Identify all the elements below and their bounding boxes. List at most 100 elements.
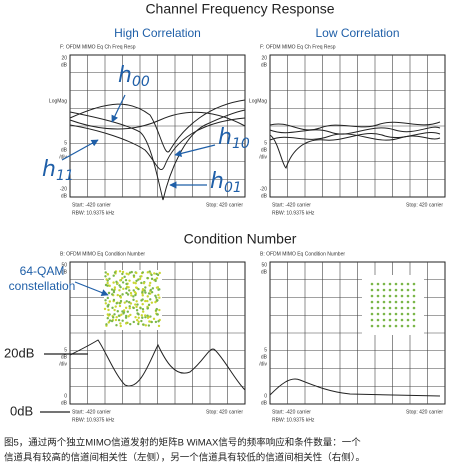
constellation-point	[151, 287, 155, 290]
constellation-point	[140, 281, 143, 285]
constellation-point	[157, 293, 160, 297]
constellation-point	[112, 281, 115, 284]
axis-label: LogMag	[49, 98, 67, 104]
constellation-point	[127, 286, 130, 289]
start-label: Start: -420 carrier	[72, 409, 111, 415]
constellation-point	[400, 324, 404, 328]
axis-label: 50	[61, 262, 67, 268]
constellation-point	[135, 305, 138, 309]
axis-label: -20	[260, 186, 267, 192]
constellation-point	[115, 280, 118, 284]
constellation-point	[155, 286, 159, 289]
constellation-point	[124, 322, 128, 325]
constellation-point	[157, 324, 161, 328]
start-label: Start: -420 carrier	[72, 202, 111, 208]
constellation-point	[138, 277, 142, 281]
axis-label: dB	[61, 354, 68, 360]
axis-label: dB	[261, 400, 268, 406]
constellation-point	[146, 271, 150, 274]
constellation-point	[394, 312, 398, 316]
constellation-point	[118, 289, 121, 292]
stop-label: Stop: 420 carrier	[206, 202, 243, 208]
axis-label: /div	[59, 154, 67, 160]
constellation-point	[123, 275, 126, 279]
constellation-point	[135, 300, 138, 303]
constellation-point	[146, 299, 149, 303]
curve	[269, 378, 441, 397]
constellation-point	[152, 317, 156, 321]
curve	[269, 126, 441, 135]
constellation-point	[108, 319, 112, 322]
constellation-point	[115, 315, 118, 319]
constellation-point	[114, 305, 117, 308]
caption: 信道具有较高的信道间相关性（左侧），另一个信道具有较低的信道间相关性（右侧）。	[4, 452, 365, 464]
constellation-point	[412, 300, 416, 304]
constellation-point	[106, 304, 109, 308]
constellation-point	[137, 316, 140, 319]
constellation-point	[111, 293, 114, 296]
constellation-point	[112, 298, 116, 302]
constellation-point	[412, 294, 416, 298]
constellation-point	[121, 319, 124, 322]
constellation-point	[406, 294, 410, 298]
constellation-point	[132, 320, 135, 324]
constellation-point	[376, 312, 380, 316]
curve	[69, 117, 246, 171]
constellation-point	[104, 302, 108, 305]
axis-label: /div	[259, 154, 267, 160]
constellation-point	[142, 282, 146, 285]
constellation-point	[400, 300, 404, 304]
curve	[269, 121, 441, 131]
constellation-point	[125, 300, 128, 303]
constellation-point	[142, 323, 145, 326]
constellation-point	[104, 271, 107, 274]
constellation-point	[156, 313, 159, 316]
constellation-point	[121, 276, 124, 280]
constellation-point	[108, 300, 112, 303]
constellation-point	[394, 300, 398, 304]
constellation-point	[370, 294, 374, 298]
constellation-point	[118, 270, 122, 273]
constellation-point	[388, 282, 392, 286]
constellation-point	[406, 300, 410, 304]
constellation-point	[136, 318, 139, 322]
constellation-point	[128, 307, 131, 310]
constellation-point	[388, 312, 392, 316]
axis-label: dB	[261, 354, 268, 360]
constellation-point	[141, 310, 145, 313]
constellation-point	[127, 315, 130, 318]
constellation-point	[140, 319, 143, 323]
constellation-point	[144, 314, 147, 317]
constellation-point	[134, 293, 137, 297]
panel-header: F: OFDM MIMO Eq Ch Freq Resp	[60, 44, 136, 50]
constellation-point	[130, 294, 133, 297]
axis-label: /div	[259, 361, 267, 367]
constellation-point	[406, 288, 410, 292]
constellation-point	[148, 284, 151, 287]
constellation-point	[370, 300, 374, 304]
constellation-point	[132, 295, 135, 298]
annotation: h01	[210, 169, 242, 196]
panel-subtitle: Low Correlation	[315, 26, 399, 40]
constellation-point	[141, 307, 145, 311]
constellation-point	[112, 290, 116, 294]
curve	[69, 99, 246, 153]
constellation-point	[129, 313, 132, 317]
constellation-point	[144, 324, 148, 327]
axis-label: 5	[264, 347, 267, 353]
constellation-point	[370, 318, 374, 322]
start-label: Start: -420 carrier	[272, 409, 311, 415]
constellation-point	[382, 306, 386, 310]
stop-label: Stop: 420 carrier	[406, 409, 443, 415]
constellation-point	[141, 290, 144, 294]
constellation-point	[149, 298, 152, 301]
constellation-point	[146, 276, 149, 280]
constellation-point	[121, 270, 125, 274]
constellation-point	[107, 314, 110, 317]
constellation-point	[147, 303, 151, 307]
constellation-point	[134, 303, 137, 306]
constellation-point	[106, 281, 109, 285]
constellation-point	[376, 306, 380, 310]
axis-label: dB	[261, 147, 268, 153]
